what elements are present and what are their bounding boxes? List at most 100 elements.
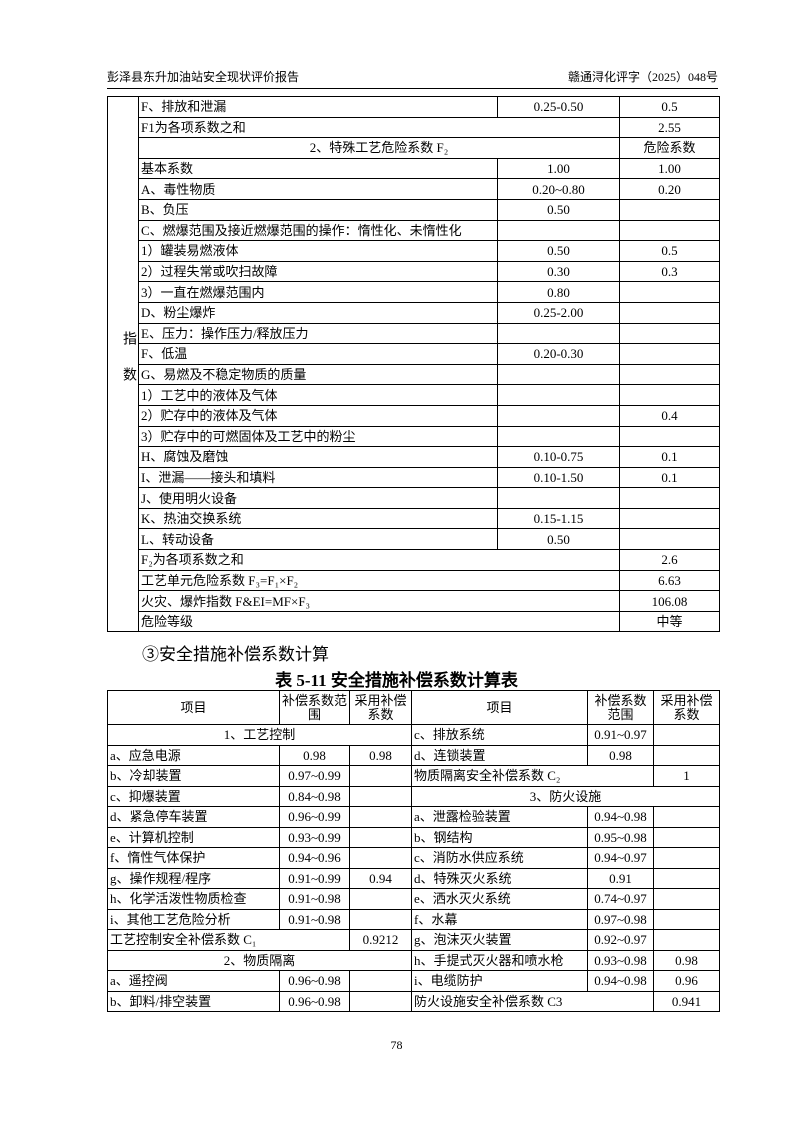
- cell: 2.55: [619, 116, 720, 139]
- cell: 2.6: [619, 549, 720, 571]
- cell: [653, 744, 720, 766]
- cell: 0.93~0.98: [587, 949, 654, 971]
- cell: 0.92~0.97: [587, 929, 654, 951]
- cell: F、排放和泄漏: [138, 96, 498, 118]
- cell: [349, 990, 412, 1012]
- row: 工艺控制安全补偿系数 C₁ 0.9212 g、泡沫灭火装置 0.92~0.97: [107, 929, 720, 951]
- cell: e、洒水灭火系统: [411, 888, 588, 910]
- row: 基本系数 1.00 1.00: [108, 157, 720, 180]
- cell: d、连锁装置: [411, 744, 588, 766]
- cell: 3、防火设施: [411, 785, 720, 807]
- cell: 3）一直在燃爆范围内: [138, 281, 498, 303]
- cell: 0.96~0.98: [279, 970, 350, 992]
- cell: B、负压: [138, 198, 498, 221]
- cell: 0.50: [497, 528, 620, 551]
- cell: 0.93~0.99: [279, 826, 350, 848]
- cell: a、泄露检验装置: [411, 806, 588, 828]
- cell: [619, 322, 720, 345]
- cell: 0.20: [619, 178, 720, 200]
- cell: [619, 507, 720, 530]
- cell: 2、物质隔离: [107, 949, 412, 971]
- row: c、抑爆装置 0.84~0.98 3、防火设施: [107, 785, 720, 807]
- cell: 0.1: [619, 446, 720, 468]
- cell: 0.4: [619, 404, 720, 427]
- row: 2、特殊工艺危险系数 F₂ 危险系数: [108, 137, 720, 159]
- cell: c、消防水供应系统: [411, 847, 588, 869]
- cell: [497, 404, 620, 427]
- row: I、泄漏——接头和填料 0.10-1.50 0.1: [108, 466, 720, 489]
- side-label: 指数: [107, 95, 139, 633]
- cell: c、排放系统: [411, 724, 588, 746]
- cell: [619, 363, 720, 386]
- cell: 0.91~0.98: [279, 908, 350, 930]
- row: 1、工艺控制 c、排放系统 0.91~0.97: [107, 724, 720, 746]
- row: G、易燃及不稳定物质的质量: [108, 363, 720, 386]
- row: F1为各项系数之和 2.55: [108, 116, 720, 139]
- cell: [497, 425, 620, 448]
- cell: G、易燃及不稳定物质的质量: [138, 363, 498, 386]
- cell: 0.25-0.50: [497, 96, 620, 118]
- cell: 0.10-0.75: [497, 446, 620, 468]
- cell: g、泡沫灭火装置: [411, 929, 588, 951]
- cell: 1: [653, 765, 720, 787]
- cell: [619, 384, 720, 406]
- cell: f、惰性气体保护: [107, 847, 280, 869]
- cell: [653, 724, 720, 746]
- cell: 0.98: [587, 744, 654, 766]
- row: C、燃爆范围及接近燃爆范围的操作：惰性化、未惰性化: [108, 219, 720, 242]
- cell: [653, 847, 720, 869]
- cell: 火灾、爆炸指数 F&EI=MF×F₃: [138, 590, 620, 612]
- cell: 0.50: [497, 198, 620, 221]
- cell: 采用补偿系数: [349, 690, 412, 725]
- row: 2、物质隔离 h、手提式灭火器和喷水枪 0.93~0.98 0.98: [107, 949, 720, 971]
- header-right: 赣通浔化评字（2025）048号: [567, 70, 718, 84]
- cell: 0.941: [653, 990, 720, 1012]
- row: h、化学活泼性物质检查 0.91~0.98 e、洒水灭火系统 0.74~0.97: [107, 888, 720, 910]
- cell: 0.97~0.99: [279, 765, 350, 787]
- cell: 0.97~0.98: [587, 908, 654, 930]
- cell: 0.5: [619, 240, 720, 262]
- cell: 1）罐装易燃液体: [138, 240, 498, 262]
- cell: [619, 198, 720, 221]
- cell: 0.94: [349, 867, 412, 889]
- cell: b、钢结构: [411, 826, 588, 848]
- cell: 0.74~0.97: [587, 888, 654, 910]
- row: B、负压 0.50: [108, 198, 720, 221]
- cell: [497, 219, 620, 242]
- cell: 补偿系数范围: [587, 690, 654, 725]
- cell: 0.94~0.98: [587, 806, 654, 828]
- row: 2）过程失常或吹扫故障 0.30 0.3: [108, 260, 720, 283]
- cell: 0.94~0.96: [279, 847, 350, 869]
- cell: 0.94~0.98: [587, 970, 654, 992]
- row: K、热油交换系统 0.15-1.15: [108, 507, 720, 530]
- cell: E、压力：操作压力/释放压力: [138, 322, 498, 345]
- header-rule: [107, 88, 718, 89]
- cell: F₂为各项系数之和: [138, 549, 620, 571]
- cell: [653, 888, 720, 910]
- cell: i、其他工艺危险分析: [107, 908, 280, 930]
- cell: 1.00: [619, 157, 720, 180]
- cell: F、低温: [138, 343, 498, 365]
- cell: [497, 487, 620, 509]
- header-left: 彭泽县东升加油站安全现状评价报告: [107, 70, 300, 84]
- cell: [653, 867, 720, 889]
- cell: 1、工艺控制: [107, 724, 412, 746]
- cell: C、燃爆范围及接近燃爆范围的操作：惰性化、未惰性化: [138, 219, 498, 242]
- row: H、腐蚀及磨蚀 0.10-0.75 0.1: [108, 446, 720, 468]
- cell: g、操作规程/程序: [107, 867, 280, 889]
- cell: [497, 322, 620, 345]
- cell: 0.98: [279, 744, 350, 766]
- row: b、冷却装置 0.97~0.99 物质隔离安全补偿系数 C₂ 1: [107, 765, 720, 787]
- cell: 项目: [411, 690, 588, 725]
- cell: [619, 425, 720, 448]
- cell: 1）工艺中的液体及气体: [138, 384, 498, 406]
- cell: [619, 301, 720, 324]
- cell: [619, 487, 720, 509]
- cell: 0.91~0.97: [587, 724, 654, 746]
- cell: 2）贮存中的液体及气体: [138, 404, 498, 427]
- cell: [619, 219, 720, 242]
- cell: e、计算机控制: [107, 826, 280, 848]
- row: e、计算机控制 0.93~0.99 b、钢结构 0.95~0.98: [107, 826, 720, 848]
- cell: 106.08: [619, 590, 720, 612]
